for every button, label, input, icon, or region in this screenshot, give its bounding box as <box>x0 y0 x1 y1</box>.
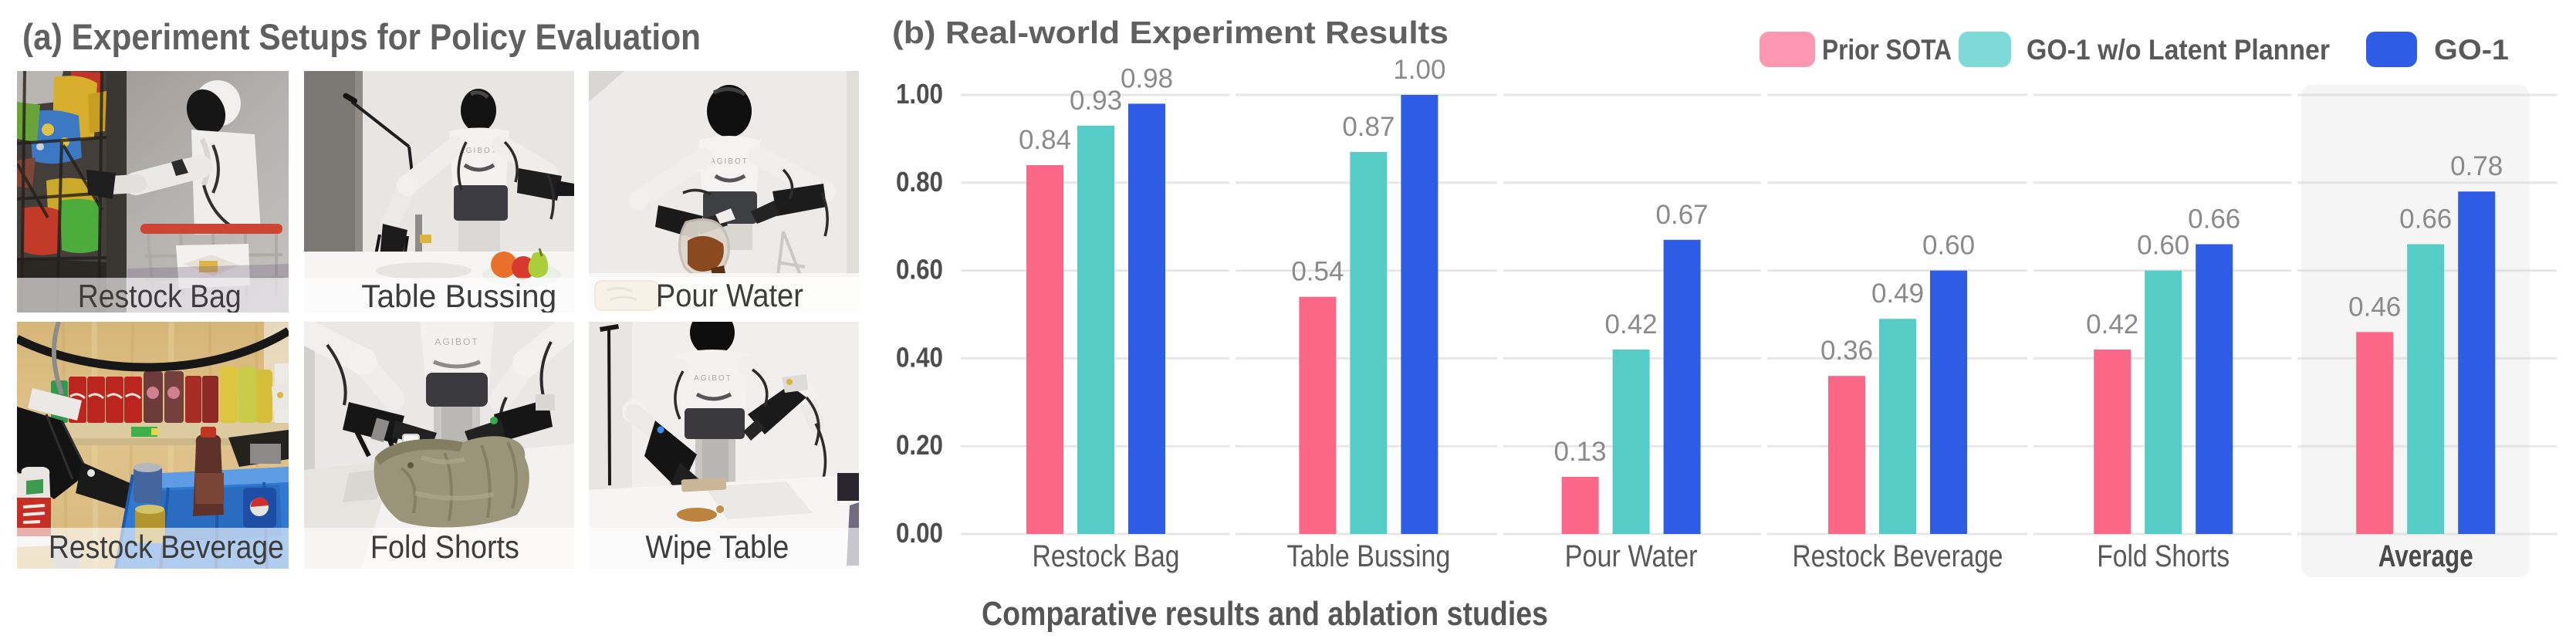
svg-text:Table Bussing: Table Bussing <box>1286 539 1450 573</box>
svg-text:0.42: 0.42 <box>1605 309 1658 340</box>
svg-text:Restock Bag: Restock Bag <box>78 278 242 314</box>
svg-text:Fold Shorts: Fold Shorts <box>370 529 519 565</box>
svg-text:1.00: 1.00 <box>896 78 943 110</box>
svg-text:GO-1: GO-1 <box>2434 34 2509 66</box>
svg-text:0.42: 0.42 <box>2086 309 2138 340</box>
svg-text:(b) Real-world Experiment Resu: (b) Real-world Experiment Results <box>892 15 1449 50</box>
svg-text:Comparative results and ablati: Comparative results and ablation studies <box>982 595 1548 633</box>
svg-text:0.67: 0.67 <box>1656 200 1709 230</box>
svg-text:0.98: 0.98 <box>1121 63 1173 93</box>
svg-text:AGIBOT: AGIBOT <box>710 157 749 166</box>
svg-text:0.60: 0.60 <box>896 254 943 286</box>
svg-text:(a) Experiment Setups for Poli: (a) Experiment Setups for Policy Evaluat… <box>22 16 701 57</box>
svg-text:0.20: 0.20 <box>896 429 943 461</box>
svg-text:Prior SOTA: Prior SOTA <box>1822 34 1952 66</box>
svg-text:0.13: 0.13 <box>1554 437 1607 467</box>
svg-text:AGIBOT: AGIBOT <box>694 374 732 383</box>
svg-text:GO-1 w/o Latent Planner: GO-1 w/o Latent Planner <box>2027 34 2330 66</box>
svg-text:0.36: 0.36 <box>1820 336 1873 366</box>
svg-text:Pour Water: Pour Water <box>656 277 803 313</box>
svg-text:Average: Average <box>2378 539 2473 573</box>
svg-text:1.00: 1.00 <box>1393 55 1445 85</box>
svg-text:0.60: 0.60 <box>2137 231 2189 261</box>
svg-text:AGIBOT: AGIBOT <box>459 147 498 155</box>
svg-text:Restock Bag: Restock Bag <box>1033 539 1180 573</box>
svg-text:0.93: 0.93 <box>1070 86 1122 116</box>
svg-text:0.54: 0.54 <box>1291 257 1344 287</box>
svg-text:Wipe Table: Wipe Table <box>645 529 789 565</box>
svg-text:0.87: 0.87 <box>1342 112 1394 142</box>
svg-text:Restock Beverage: Restock Beverage <box>49 529 284 565</box>
svg-text:0.80: 0.80 <box>896 166 943 198</box>
svg-text:0.40: 0.40 <box>896 341 943 373</box>
svg-text:0.66: 0.66 <box>2399 204 2452 235</box>
svg-text:0.84: 0.84 <box>1019 125 1071 155</box>
svg-text:0.78: 0.78 <box>2450 151 2503 181</box>
svg-text:Pour Water: Pour Water <box>1565 539 1698 573</box>
svg-text:0.60: 0.60 <box>1922 231 1975 261</box>
svg-text:0.66: 0.66 <box>2188 204 2240 235</box>
svg-text:Fold Shorts: Fold Shorts <box>2097 539 2229 573</box>
svg-text:AGIBOT: AGIBOT <box>434 336 478 347</box>
svg-text:Restock Beverage: Restock Beverage <box>1793 539 2003 573</box>
svg-text:0.49: 0.49 <box>1871 279 1924 309</box>
svg-text:0.46: 0.46 <box>2348 292 2401 322</box>
svg-text:0.00: 0.00 <box>896 517 943 549</box>
svg-text:Table Bussing: Table Bussing <box>361 278 556 314</box>
